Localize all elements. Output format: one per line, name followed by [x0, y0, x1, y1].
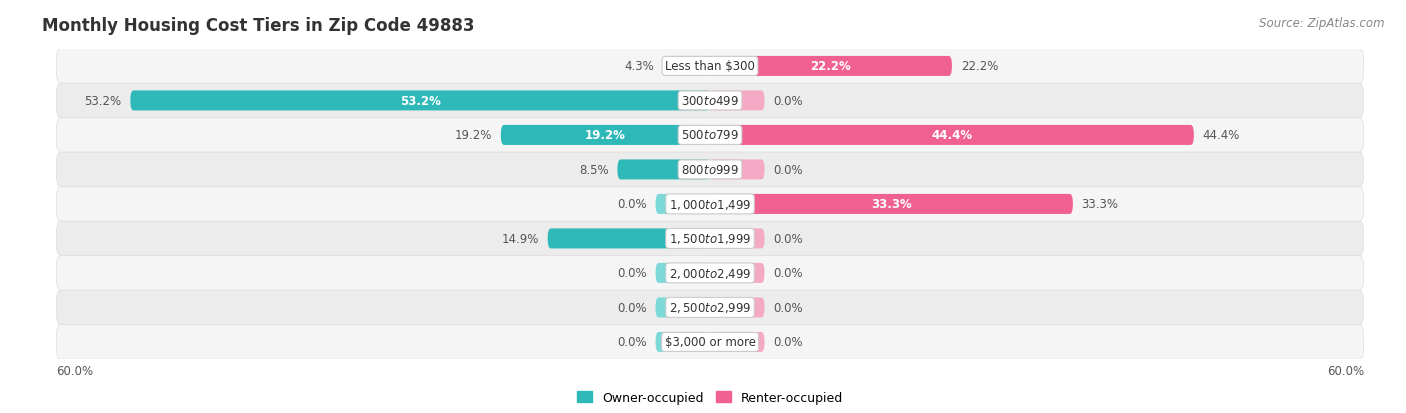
Text: 44.4%: 44.4%	[931, 129, 973, 142]
FancyBboxPatch shape	[56, 84, 1364, 119]
FancyBboxPatch shape	[710, 160, 765, 180]
Text: 0.0%: 0.0%	[773, 267, 803, 280]
FancyBboxPatch shape	[56, 256, 1364, 290]
Text: $300 to $499: $300 to $499	[681, 95, 740, 108]
Text: 60.0%: 60.0%	[1327, 364, 1364, 377]
Legend: Owner-occupied, Renter-occupied: Owner-occupied, Renter-occupied	[572, 386, 848, 409]
Text: $2,500 to $2,999: $2,500 to $2,999	[669, 301, 751, 315]
FancyBboxPatch shape	[710, 229, 765, 249]
FancyBboxPatch shape	[710, 332, 765, 352]
FancyBboxPatch shape	[56, 222, 1364, 256]
Text: 8.5%: 8.5%	[579, 164, 609, 176]
Text: 0.0%: 0.0%	[617, 198, 647, 211]
FancyBboxPatch shape	[710, 126, 1194, 146]
FancyBboxPatch shape	[56, 153, 1364, 187]
FancyBboxPatch shape	[710, 57, 952, 77]
Text: 0.0%: 0.0%	[617, 336, 647, 349]
FancyBboxPatch shape	[56, 187, 1364, 222]
Text: Monthly Housing Cost Tiers in Zip Code 49883: Monthly Housing Cost Tiers in Zip Code 4…	[42, 17, 475, 34]
Text: 0.0%: 0.0%	[773, 301, 803, 314]
Text: $500 to $799: $500 to $799	[681, 129, 740, 142]
FancyBboxPatch shape	[548, 229, 710, 249]
Text: 60.0%: 60.0%	[56, 364, 93, 377]
Text: 44.4%: 44.4%	[1202, 129, 1240, 142]
FancyBboxPatch shape	[655, 298, 710, 318]
FancyBboxPatch shape	[56, 50, 1364, 84]
Text: 33.3%: 33.3%	[1081, 198, 1119, 211]
Text: 53.2%: 53.2%	[399, 95, 440, 108]
FancyBboxPatch shape	[131, 91, 710, 111]
FancyBboxPatch shape	[56, 290, 1364, 325]
Text: 19.2%: 19.2%	[454, 129, 492, 142]
FancyBboxPatch shape	[710, 91, 765, 111]
FancyBboxPatch shape	[56, 119, 1364, 153]
FancyBboxPatch shape	[664, 57, 710, 77]
FancyBboxPatch shape	[710, 263, 765, 283]
Text: 0.0%: 0.0%	[773, 233, 803, 245]
Text: $800 to $999: $800 to $999	[681, 164, 740, 176]
FancyBboxPatch shape	[710, 195, 1073, 214]
FancyBboxPatch shape	[617, 160, 710, 180]
Text: Source: ZipAtlas.com: Source: ZipAtlas.com	[1260, 17, 1385, 29]
FancyBboxPatch shape	[655, 195, 710, 214]
Text: 4.3%: 4.3%	[624, 60, 654, 73]
Text: 22.2%: 22.2%	[811, 60, 852, 73]
FancyBboxPatch shape	[501, 126, 710, 146]
Text: 0.0%: 0.0%	[773, 95, 803, 108]
Text: 53.2%: 53.2%	[84, 95, 122, 108]
Text: 14.9%: 14.9%	[502, 233, 538, 245]
FancyBboxPatch shape	[56, 325, 1364, 359]
Text: 22.2%: 22.2%	[960, 60, 998, 73]
Text: Less than $300: Less than $300	[665, 60, 755, 73]
Text: 0.0%: 0.0%	[617, 267, 647, 280]
FancyBboxPatch shape	[655, 263, 710, 283]
Text: $1,500 to $1,999: $1,500 to $1,999	[669, 232, 751, 246]
Text: $2,000 to $2,499: $2,000 to $2,499	[669, 266, 751, 280]
Text: 19.2%: 19.2%	[585, 129, 626, 142]
Text: 0.0%: 0.0%	[773, 336, 803, 349]
FancyBboxPatch shape	[655, 332, 710, 352]
Text: 0.0%: 0.0%	[617, 301, 647, 314]
Text: $3,000 or more: $3,000 or more	[665, 336, 755, 349]
FancyBboxPatch shape	[710, 298, 765, 318]
Text: 0.0%: 0.0%	[773, 164, 803, 176]
Text: 33.3%: 33.3%	[872, 198, 912, 211]
Text: $1,000 to $1,499: $1,000 to $1,499	[669, 197, 751, 211]
